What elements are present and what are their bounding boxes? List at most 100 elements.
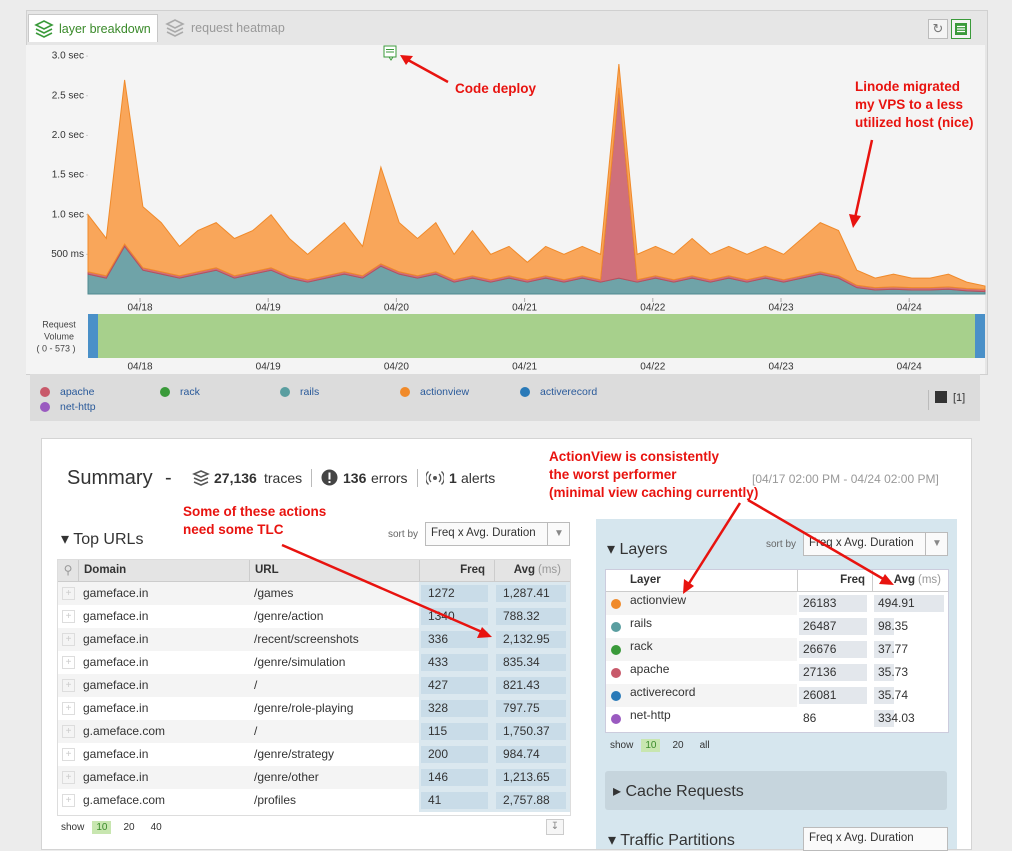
avg-bar: [874, 641, 894, 658]
freq-bar: [799, 664, 867, 681]
cell-domain: gameface.in: [83, 632, 149, 646]
cell-avg: 835.34: [503, 655, 540, 669]
pager-option[interactable]: 20: [123, 822, 135, 833]
sort-value: Freq x Avg. Duration: [431, 527, 536, 539]
table-row[interactable]: [58, 766, 419, 789]
annotation-line: ActionView is consistently: [549, 449, 720, 464]
legend-panel: [30, 374, 980, 421]
cell-freq: 26183: [803, 596, 837, 610]
annotation-line: my VPS to a less: [855, 97, 964, 112]
annotation-line: need some TLC: [183, 522, 284, 537]
errors-count: 136: [343, 470, 367, 486]
legend-label: actionview: [420, 386, 470, 398]
legend-count[interactable]: [1]: [928, 390, 965, 410]
pager-option[interactable]: all: [699, 740, 710, 751]
cell-freq: 41: [428, 793, 442, 807]
column-header[interactable]: Freq: [419, 560, 489, 581]
cell-domain: gameface.in: [83, 586, 149, 600]
pager-option[interactable]: 10: [92, 821, 112, 834]
cell-layer: rack: [630, 639, 653, 653]
search-icon[interactable]: ⚲: [63, 563, 73, 577]
x-tick-label: 04/24: [897, 303, 922, 314]
tab-label: layer breakdown: [59, 22, 151, 36]
cell-domain: gameface.in: [83, 701, 149, 715]
column-header[interactable]: URL: [249, 560, 419, 581]
deploy-marker[interactable]: [383, 45, 397, 61]
legend-swatch: [40, 402, 50, 412]
cube-icon: [935, 391, 947, 403]
table-row[interactable]: [58, 720, 419, 743]
row-icon: +: [62, 656, 75, 669]
freq-bar: [799, 687, 867, 704]
cell-freq: 328: [428, 701, 449, 715]
cell-freq: 146: [428, 770, 449, 784]
cell-layer: activerecord: [630, 685, 696, 699]
pager-option[interactable]: 20: [672, 740, 684, 751]
x-tick-label: 04/19: [256, 362, 281, 373]
table-row[interactable]: [606, 684, 797, 707]
legend-swatch: [400, 387, 410, 397]
cell-avg: 1,213.65: [503, 770, 550, 784]
avg-bar: [874, 595, 944, 612]
section-title[interactable]: ▾ Top URLs: [61, 531, 144, 548]
table-row[interactable]: [606, 638, 797, 661]
table-row[interactable]: [58, 743, 419, 766]
sort-select[interactable]: Freq x Avg. Duration ▼: [425, 522, 570, 546]
avg-bar: [496, 654, 566, 671]
column-header[interactable]: Freq: [797, 570, 865, 591]
x-tick-label: 04/20: [384, 303, 409, 314]
table-row[interactable]: [58, 674, 419, 697]
cell-freq: 200: [428, 747, 449, 761]
layer-dot: [611, 599, 621, 609]
cell-avg: 1,750.37: [503, 724, 550, 738]
annotation-line: utilized host (nice): [855, 115, 974, 130]
column-header[interactable]: Domain: [78, 560, 249, 581]
table-row[interactable]: [58, 789, 419, 812]
legend-label: net-http: [60, 401, 96, 413]
cell-avg: 788.32: [503, 609, 540, 623]
table-row[interactable]: [58, 582, 419, 605]
tab[interactable]: request heatmap: [160, 14, 292, 41]
x-tick-label: 04/21: [512, 303, 537, 314]
cache-box[interactable]: ▸ Cache Requests: [605, 771, 947, 810]
menu-button[interactable]: [951, 19, 971, 39]
legend-swatch: [160, 387, 170, 397]
cell-freq: 115: [428, 724, 448, 738]
date-range: [04/17 02:00 PM - 04/24 02:00 PM]: [752, 472, 939, 486]
cell-domain: gameface.in: [83, 609, 149, 623]
heatmap-icon: [165, 19, 185, 37]
pager-option[interactable]: 10: [641, 739, 661, 752]
row-icon: +: [62, 679, 75, 692]
column-header[interactable]: Layer: [630, 574, 661, 586]
table-row[interactable]: [58, 697, 419, 720]
layer-dot: [611, 714, 621, 724]
refresh-button[interactable]: ↻: [928, 19, 948, 39]
summary-title: Summary: [67, 467, 153, 489]
tab-active[interactable]: layer breakdown: [28, 14, 158, 42]
pager: show 10 20 all: [610, 739, 714, 752]
column-header[interactable]: Avg (ms): [872, 570, 941, 591]
x-tick-label: 04/24: [897, 362, 922, 373]
range-handle-right[interactable]: [975, 314, 985, 358]
table-row[interactable]: [606, 661, 797, 684]
table-row[interactable]: [606, 615, 797, 638]
pager-option[interactable]: 40: [150, 822, 162, 833]
cell-freq: 26081: [803, 688, 837, 702]
sort-select[interactable]: Freq x Avg. Duration ▼: [803, 532, 948, 556]
table-row[interactable]: [58, 651, 419, 674]
volume-band: [88, 314, 985, 358]
column-header[interactable]: Avg (ms): [494, 560, 565, 581]
table-row[interactable]: [58, 628, 419, 651]
table-row[interactable]: [606, 592, 797, 615]
avg-bar: [874, 618, 894, 635]
table-row[interactable]: [58, 605, 419, 628]
sort-value: Freq x Avg. Duration: [809, 537, 914, 549]
cell-freq: 26487: [803, 619, 837, 633]
x-tick-label: 04/23: [768, 303, 793, 314]
range-handle-left[interactable]: [88, 314, 98, 358]
cache-title-text: Cache Requests: [625, 783, 744, 800]
download-button[interactable]: ↧: [546, 819, 564, 835]
section-title[interactable]: ▾ Layers: [607, 541, 668, 558]
table-row[interactable]: [606, 707, 797, 730]
sort-arrow: ▼: [547, 523, 570, 545]
